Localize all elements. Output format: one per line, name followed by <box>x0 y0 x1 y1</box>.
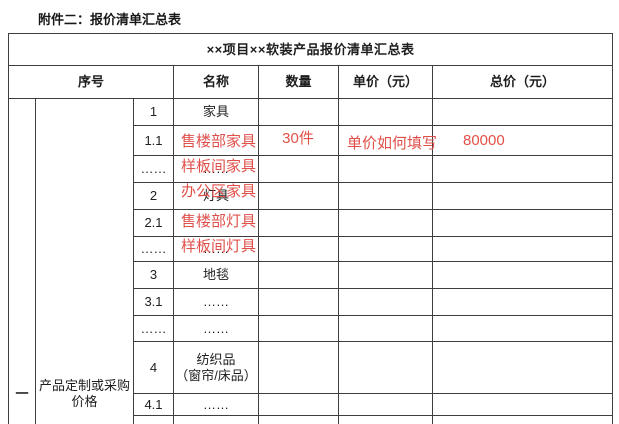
unit-price-cell <box>338 182 433 210</box>
unit-price-cell <box>338 393 433 416</box>
annotation-furniture-line1: 售楼部家具 <box>180 133 256 150</box>
quantity-cell <box>258 98 339 126</box>
serial-cell: …… <box>133 236 174 262</box>
unit-price-cell <box>338 209 433 237</box>
unit-price-cell <box>338 261 433 289</box>
col-header-name: 名称 <box>173 65 259 99</box>
group-label-line2: 价格 <box>71 393 98 409</box>
total-price-cell <box>431 288 614 316</box>
total-price-cell <box>431 341 614 394</box>
unit-price-cell <box>338 315 433 342</box>
quantity-cell <box>258 393 339 416</box>
name-cell: 灯具 <box>173 182 259 210</box>
quantity-cell <box>258 315 339 342</box>
serial-cell: 3 <box>133 261 174 289</box>
unit-price-cell <box>338 155 433 183</box>
col-header-quantity: 数量 <box>258 65 339 99</box>
quantity-cell <box>258 209 339 237</box>
annotation-lighting-line2: 样板间灯具 <box>180 238 256 255</box>
annotation-total-price: 80000 <box>463 132 505 149</box>
total-price-cell <box>431 155 614 183</box>
serial-cell: 1.1 <box>133 125 174 156</box>
annotation-quantity: 30件 <box>282 130 314 147</box>
quantity-cell <box>258 261 339 289</box>
attachment-heading: 附件二：报价清单汇总表 <box>38 12 182 27</box>
serial-cell: 2.1 <box>133 209 174 237</box>
unit-price-cell <box>338 98 433 126</box>
total-price-cell <box>431 236 614 262</box>
total-price-cell <box>431 209 614 237</box>
name-line1: 纺织品 <box>196 351 236 367</box>
quantity-cell <box>258 182 339 210</box>
name-cell: 家具 <box>173 98 259 126</box>
serial-cell: 4.1 <box>133 393 174 416</box>
total-price-cell <box>431 261 614 289</box>
quantity-cell <box>258 288 339 316</box>
quantity-cell <box>258 341 339 394</box>
annotation-furniture-line2: 样板间家具 <box>180 158 256 175</box>
annotation-unit-price: 单价如何填写 <box>347 135 438 152</box>
serial-cell: 1 <box>133 98 174 126</box>
serial-cell: …… <box>133 315 174 342</box>
serial-cell: 2 <box>133 182 174 210</box>
name-cell: 纺织品 （窗帘/床品） <box>173 341 259 394</box>
quantity-cell <box>258 236 339 262</box>
table-title: ××项目××软装产品报价清单汇总表 <box>7 33 614 66</box>
quantity-cell <box>258 155 339 183</box>
annotation-lighting: 售楼部灯具 样板间灯具 <box>176 209 261 259</box>
unit-price-cell <box>338 341 433 394</box>
quantity-cell <box>258 415 339 424</box>
total-price-cell <box>431 393 614 416</box>
col-header-serial: 序号 <box>8 65 174 99</box>
total-price-cell <box>431 182 614 210</box>
group-label-line1: 产品定制或采购 <box>38 377 130 393</box>
col-header-unit-price: 单价（元） <box>338 65 433 99</box>
unit-price-cell <box>338 415 433 424</box>
total-price-cell <box>431 125 614 156</box>
annotation-lighting-line1: 售楼部灯具 <box>180 213 256 230</box>
serial-cell: …… <box>133 155 174 183</box>
col-header-total-price: 总价（元） <box>431 65 614 99</box>
name-cell: …… <box>173 315 259 342</box>
quotation-summary-table: ××项目××软装产品报价清单汇总表 序号 名称 数量 单价（元） 总价（元） 一… <box>7 33 614 424</box>
annotation-furniture-line3: 办公区家具 <box>180 183 256 200</box>
annotation-furniture: 售楼部家具 样板间家具 办公区家具 <box>176 129 261 204</box>
name-line2: （窗帘/床品） <box>175 367 257 383</box>
name-cell <box>173 415 259 424</box>
name-cell: 地毯 <box>173 261 259 289</box>
name-cell: …… <box>173 288 259 316</box>
total-price-cell <box>431 415 614 424</box>
unit-price-cell <box>338 236 433 262</box>
name-cell <box>173 209 259 237</box>
serial-cell: 4 <box>133 341 174 394</box>
group-label-cell: 产品定制或采购 价格 <box>35 98 134 424</box>
unit-price-cell <box>338 288 433 316</box>
name-cell: …… <box>173 393 259 416</box>
serial-cell: 3.1 <box>133 288 174 316</box>
serial-cell <box>133 415 174 424</box>
unit-price-cell <box>338 125 433 156</box>
total-price-cell <box>431 98 614 126</box>
total-price-cell <box>431 315 614 342</box>
group-index-cell: 一 <box>8 98 36 424</box>
